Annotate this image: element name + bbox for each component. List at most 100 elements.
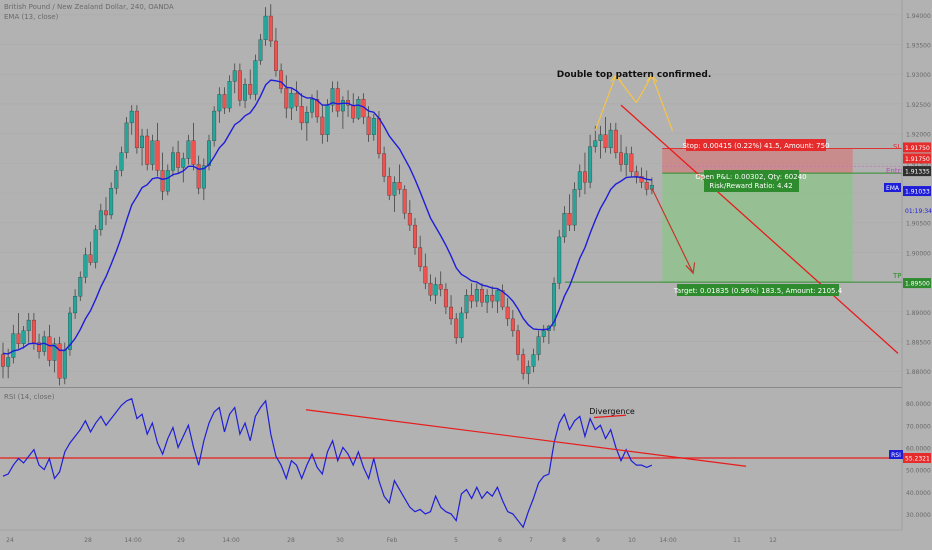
divergence-top-line xyxy=(593,414,627,419)
ema-badge-bg xyxy=(884,183,901,192)
candle-body xyxy=(78,277,83,297)
trend-line xyxy=(620,104,899,354)
candle-body xyxy=(279,70,284,89)
candle-body xyxy=(237,70,242,101)
time-tick-label: 24 xyxy=(6,537,14,544)
candle-body xyxy=(536,336,541,355)
price-tick-label: 1.88000 xyxy=(906,369,931,376)
candle-body xyxy=(443,289,448,308)
ema-legend: EMA (13, close) xyxy=(4,13,59,21)
rsi-level-tag: 55.2321 xyxy=(905,455,930,462)
candle-body xyxy=(402,189,407,214)
candle-body xyxy=(583,171,587,183)
candle-body xyxy=(593,140,598,147)
tp-tag: TP xyxy=(892,272,902,280)
candle-body xyxy=(397,182,402,190)
candle-body xyxy=(150,140,155,165)
arrow-head xyxy=(646,74,658,82)
tp-price-tag-bg xyxy=(903,278,931,289)
stop-label-box xyxy=(686,139,826,151)
candle-body xyxy=(88,254,93,263)
candle-body xyxy=(351,104,356,119)
tp-price-tag: 1.89500 xyxy=(905,281,930,288)
candle-body xyxy=(479,289,484,303)
candle-body xyxy=(454,318,459,339)
current-price-tag-bg xyxy=(903,166,931,177)
candle-body xyxy=(191,140,196,165)
price-tick-label: 1.94000 xyxy=(906,13,931,20)
time-tick-label: 8 xyxy=(562,537,566,544)
candle-body xyxy=(104,210,108,216)
candle-body xyxy=(212,110,217,141)
candle-body xyxy=(1,354,5,367)
candle-body xyxy=(21,330,26,344)
rsi-line xyxy=(2,397,653,529)
candle-body xyxy=(207,140,211,166)
candle-body xyxy=(129,110,134,124)
candle-body xyxy=(119,152,124,171)
candle-body xyxy=(232,70,237,82)
pnl-label: Open P&L: 0.00302, Qty: 60240 xyxy=(695,173,806,181)
rsi-legend: RSI (14, close) xyxy=(4,393,55,401)
candle-body xyxy=(629,153,634,172)
candle-body xyxy=(294,93,299,107)
candle-body xyxy=(418,247,423,267)
ema-value-tag-bg xyxy=(903,186,931,197)
candle-body xyxy=(26,319,31,331)
candle-body xyxy=(145,135,150,165)
rsi-tick-label: 40.0000 xyxy=(906,490,931,497)
candle-body xyxy=(552,283,556,327)
candle-body xyxy=(273,40,278,71)
rsi-tick-label: 80.0000 xyxy=(906,401,931,408)
ema-line xyxy=(2,79,652,355)
time-tick-label: Feb xyxy=(387,537,398,544)
candle-body xyxy=(304,112,309,124)
candle-body xyxy=(6,357,11,367)
candle-body xyxy=(505,306,510,320)
rsi-badge-bg xyxy=(889,450,903,459)
candle-body xyxy=(634,171,639,177)
candle-body xyxy=(340,100,345,112)
symbol-legend: British Pound / New Zealand Dollar, 240,… xyxy=(4,3,174,11)
candle-body xyxy=(423,266,428,284)
candle-body xyxy=(114,170,119,189)
candle-body xyxy=(469,294,474,302)
time-tick-label: 12 xyxy=(769,537,777,544)
candle-body xyxy=(47,336,52,361)
candle-body xyxy=(83,254,88,278)
candle-body xyxy=(562,213,567,238)
rsi-tick-label: 30.0000 xyxy=(906,512,931,519)
time-tick-label: 14:00 xyxy=(659,537,676,544)
candle-body xyxy=(603,134,608,149)
candle-body xyxy=(155,140,160,171)
candle-body xyxy=(371,118,376,135)
rsi-tick-label: 70.0000 xyxy=(906,423,931,430)
candle-body xyxy=(253,60,258,95)
candle-body xyxy=(572,189,577,226)
price-tick-label: 1.88500 xyxy=(906,339,931,346)
candle-body xyxy=(413,224,417,248)
countdown-label: 01:19:34 xyxy=(905,208,932,215)
time-tick-label: 9 xyxy=(596,537,600,544)
candle-body xyxy=(310,99,314,113)
sl-price-tag-2: 1.91750 xyxy=(905,156,930,163)
candle-body xyxy=(510,318,515,331)
time-tick-label: 14:00 xyxy=(124,537,141,544)
candle-body xyxy=(624,153,629,165)
time-tick-label: 6 xyxy=(498,537,502,544)
candle-body xyxy=(68,312,72,350)
candle-body xyxy=(243,84,247,101)
candle-body xyxy=(315,99,320,118)
sl-price-tag: 1.91750 xyxy=(905,145,930,152)
price-tick-label: 1.92500 xyxy=(906,102,931,109)
candle-body xyxy=(165,170,170,192)
candle-body xyxy=(31,319,36,343)
candle-body xyxy=(217,94,222,112)
price-tick-label: 1.92000 xyxy=(906,132,931,139)
candle-body xyxy=(598,134,603,141)
candle-body xyxy=(140,135,144,149)
candle-body xyxy=(459,312,464,339)
double-top-label: Double top pattern confirmed. xyxy=(557,70,711,80)
